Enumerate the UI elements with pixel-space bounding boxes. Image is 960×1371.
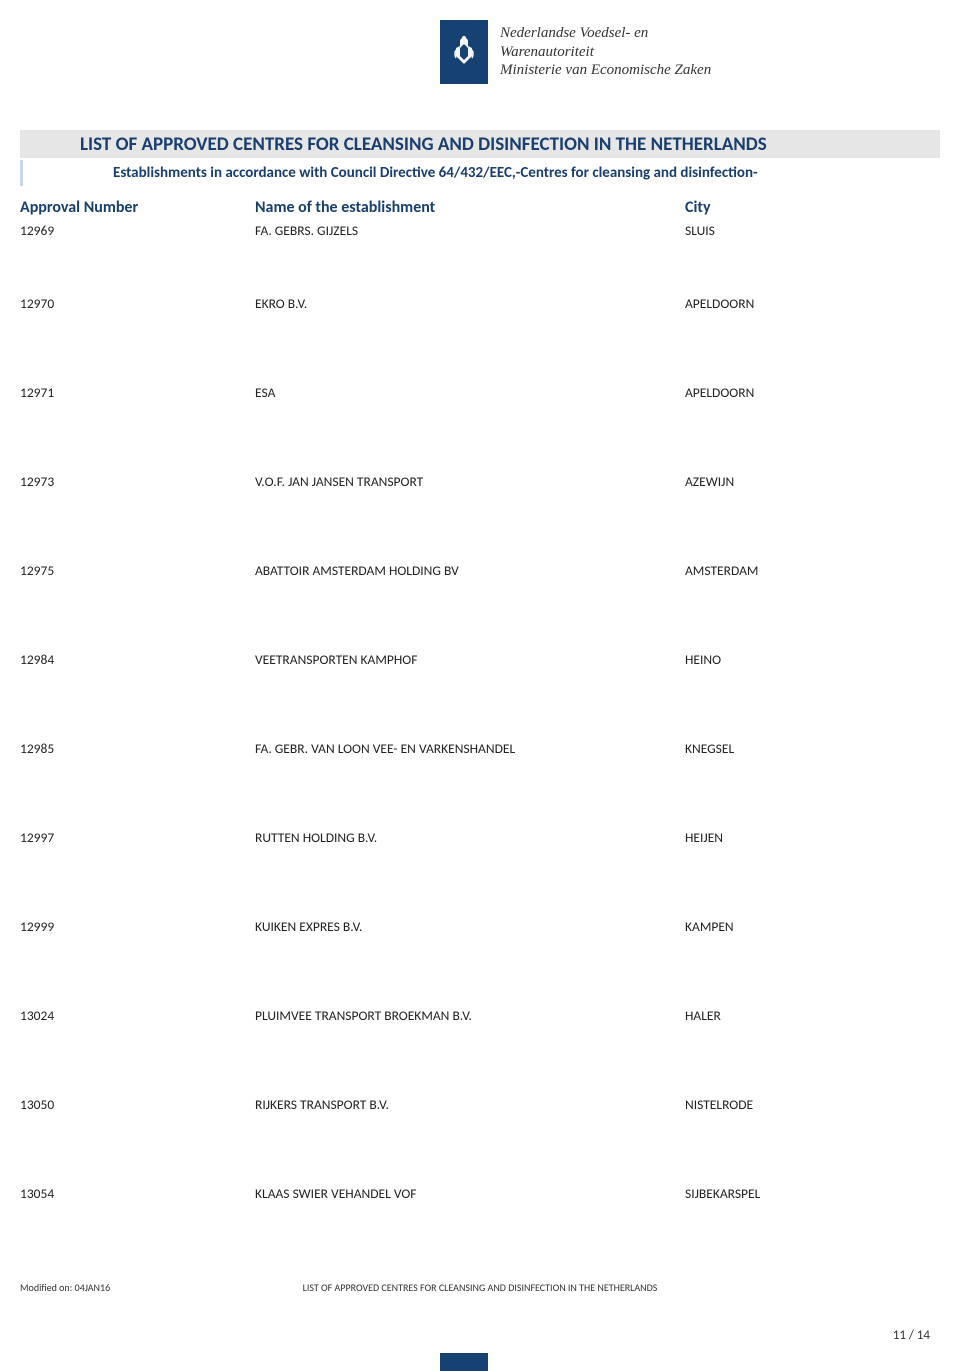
cell-approval: 13054	[20, 1185, 255, 1202]
cell-approval: 12984	[20, 651, 255, 668]
column-approval: Approval Number	[20, 198, 255, 217]
cell-approval: 12985	[20, 740, 255, 757]
cell-city: NISTELRODE	[685, 1096, 940, 1113]
cell-city: KAMPEN	[685, 918, 940, 935]
coat-of-arms-icon	[440, 20, 488, 84]
cell-approval: 12971	[20, 384, 255, 401]
cell-name: FA. GEBRS. GIJZELS	[255, 222, 685, 239]
cell-name: ABATTOIR AMSTERDAM HOLDING BV	[255, 562, 685, 579]
table-row: 12971ESAAPELDOORN	[20, 384, 940, 401]
cell-city: AMSTERDAM	[685, 562, 940, 579]
cell-approval: 13050	[20, 1096, 255, 1113]
column-name: Name of the establishment	[255, 198, 685, 217]
cell-name: RUTTEN HOLDING B.V.	[255, 829, 685, 846]
page-subtitle: Establishments in accordance with Counci…	[113, 164, 758, 182]
table-row: 12973V.O.F. JAN JANSEN TRANSPORTAZEWIJN	[20, 473, 940, 490]
table-body: 12969FA. GEBRS. GIJZELSSLUIS 12970EKRO B.…	[20, 222, 940, 1274]
cell-city: KNEGSEL	[685, 740, 940, 757]
cell-city: APELDOORN	[685, 295, 940, 312]
table-row: 12997RUTTEN HOLDING B.V.HEIJEN	[20, 829, 940, 846]
cell-name: FA. GEBR. VAN LOON VEE- EN VARKENSHANDEL	[255, 740, 685, 757]
table-row: 13054KLAAS SWIER VEHANDEL VOFSIJBEKARSPE…	[20, 1185, 940, 1202]
agency-line3: Ministerie van Economische Zaken	[500, 61, 711, 80]
cell-city: HEINO	[685, 651, 940, 668]
cell-approval: 12969	[20, 222, 255, 239]
table-row: 12969FA. GEBRS. GIJZELSSLUIS	[20, 222, 940, 239]
table-row: 13050RIJKERS TRANSPORT B.V.NISTELRODE	[20, 1096, 940, 1113]
agency-name: Nederlandse Voedsel- en Warenautoriteit …	[500, 24, 711, 80]
cell-name: ESA	[255, 384, 685, 401]
cell-name: VEETRANSPORTEN KAMPHOF	[255, 651, 685, 668]
table-row: 13024PLUIMVEE TRANSPORT BROEKMAN B.V.HAL…	[20, 1007, 940, 1024]
page-number: 11 / 14	[893, 1328, 930, 1343]
cell-approval: 12975	[20, 562, 255, 579]
subtitle-bar: Establishments in accordance with Counci…	[20, 160, 940, 186]
cell-approval: 12973	[20, 473, 255, 490]
cell-city: SIJBEKARSPEL	[685, 1185, 940, 1202]
table-row: 12970EKRO B.V.APELDOORN	[20, 295, 940, 312]
footer-center: LIST OF APPROVED CENTRES FOR CLEANSING A…	[0, 1281, 960, 1294]
cell-city: HALER	[685, 1007, 940, 1024]
table-header: Approval Number Name of the establishmen…	[20, 198, 940, 217]
title-bar: LIST OF APPROVED CENTRES FOR CLEANSING A…	[20, 130, 940, 158]
cell-name: KUIKEN EXPRES B.V.	[255, 918, 685, 935]
table-row: 12984VEETRANSPORTEN KAMPHOFHEINO	[20, 651, 940, 668]
cell-approval: 12970	[20, 295, 255, 312]
cell-name: EKRO B.V.	[255, 295, 685, 312]
cell-city: APELDOORN	[685, 384, 940, 401]
cell-city: HEIJEN	[685, 829, 940, 846]
agency-line1: Nederlandse Voedsel- en	[500, 24, 711, 43]
agency-line2: Warenautoriteit	[500, 43, 711, 62]
table-row: 12985FA. GEBR. VAN LOON VEE- EN VARKENSH…	[20, 740, 940, 757]
page-title: LIST OF APPROVED CENTRES FOR CLEANSING A…	[80, 133, 767, 156]
cell-city: AZEWIJN	[685, 473, 940, 490]
table-row: 12999KUIKEN EXPRES B.V.KAMPEN	[20, 918, 940, 935]
header-logo-block: Nederlandse Voedsel- en Warenautoriteit …	[440, 20, 711, 84]
cell-city: SLUIS	[685, 222, 940, 239]
cell-approval: 12997	[20, 829, 255, 846]
table-row: 12975ABATTOIR AMSTERDAM HOLDING BVAMSTER…	[20, 562, 940, 579]
cell-name: KLAAS SWIER VEHANDEL VOF	[255, 1185, 685, 1202]
column-city: City	[685, 198, 940, 217]
cell-name: RIJKERS TRANSPORT B.V.	[255, 1096, 685, 1113]
cell-approval: 13024	[20, 1007, 255, 1024]
cell-name: PLUIMVEE TRANSPORT BROEKMAN B.V.	[255, 1007, 685, 1024]
cell-name: V.O.F. JAN JANSEN TRANSPORT	[255, 473, 685, 490]
bottom-accent-bar	[440, 1353, 488, 1371]
cell-approval: 12999	[20, 918, 255, 935]
